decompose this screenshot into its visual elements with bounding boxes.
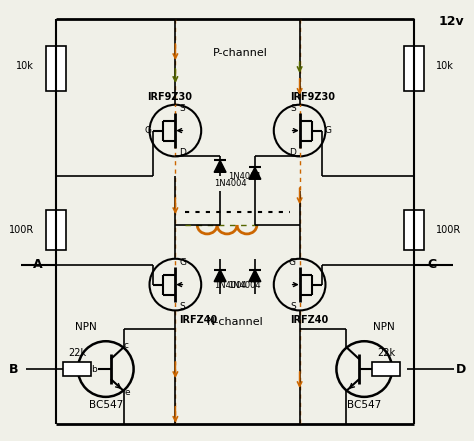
Text: 1N4004: 1N4004 [228,281,261,290]
Text: IRF9Z30: IRF9Z30 [147,92,192,102]
Text: G: G [289,258,296,267]
Bar [404,210,424,250]
Text: S: S [290,302,296,311]
Text: BC547: BC547 [89,400,123,410]
Text: P-channel: P-channel [212,48,267,58]
Polygon shape [214,161,226,172]
Text: IRFZ40: IRFZ40 [290,315,328,325]
Bar [63,362,91,376]
Text: 10k: 10k [16,61,34,71]
Bar [46,210,66,250]
Text: S: S [179,302,185,311]
Text: BC547: BC547 [347,400,382,410]
Text: B: B [9,363,18,376]
Text: 100R: 100R [9,225,34,235]
Text: D: D [289,148,296,157]
Circle shape [78,341,134,397]
Text: 1N4004: 1N4004 [214,281,247,290]
Text: e: e [125,389,130,397]
Text: 1N4004: 1N4004 [214,179,247,188]
Bar [372,362,400,376]
Text: NPN: NPN [75,322,97,333]
Text: c: c [123,341,128,350]
Text: C: C [427,258,437,271]
Text: N-channel: N-channel [207,318,264,327]
Text: b: b [91,365,97,374]
Text: G: G [325,126,331,135]
Text: IRF9Z30: IRF9Z30 [290,92,335,102]
Text: G: G [179,258,186,267]
Polygon shape [249,270,261,282]
Text: S: S [290,104,296,113]
Text: G: G [145,126,152,135]
Text: 22k: 22k [68,348,86,358]
Text: A: A [33,258,43,271]
Polygon shape [214,270,226,282]
Text: D: D [456,363,466,376]
Text: D: D [179,148,186,157]
Text: 22k: 22k [377,348,395,358]
Polygon shape [249,167,261,179]
Bar [404,46,424,91]
Text: 10k: 10k [436,61,454,71]
Text: 100R: 100R [436,225,461,235]
Bar [46,46,66,91]
Text: NPN: NPN [373,322,395,333]
Text: S: S [179,104,185,113]
Circle shape [337,341,392,397]
Text: 1N4004: 1N4004 [228,172,261,181]
Text: 12v: 12v [439,15,465,28]
Text: IRFZ40: IRFZ40 [179,315,218,325]
